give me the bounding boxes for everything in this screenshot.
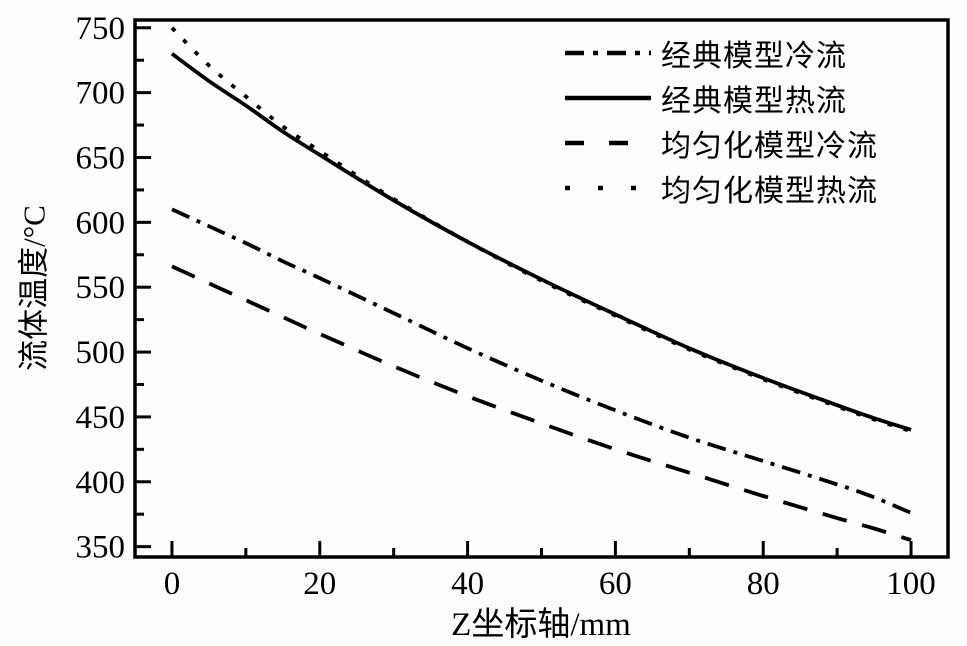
- legend-item: 经典模型冷流: [564, 30, 878, 75]
- legend-line-dashed-icon: [565, 140, 651, 145]
- legend-label: 均匀化模型冷流: [661, 129, 878, 163]
- legend-item: 均匀化模型冷流: [564, 120, 878, 165]
- y-tick-label: 550: [76, 270, 126, 306]
- plot-border: [133, 18, 950, 559]
- x-tick-label: 20: [303, 566, 336, 602]
- y-tick-label: 400: [76, 465, 126, 501]
- series-line-dotted: [170, 26, 912, 434]
- legend: 经典模型冷流 经典模型热流 均匀化模型冷流 均匀化模型热流: [564, 30, 878, 210]
- legend-item: 经典模型热流: [564, 75, 878, 120]
- series-line-dashed: [171, 264, 912, 542]
- x-tick-label: 100: [886, 566, 936, 602]
- x-tick-label: 60: [599, 566, 632, 602]
- x-tick-label: 80: [747, 566, 780, 602]
- y-tick-label: 750: [76, 11, 126, 47]
- x-tick-label: 40: [451, 566, 484, 602]
- legend-line-dashdot-icon: [565, 50, 651, 55]
- legend-line-dotted-icon: [565, 185, 651, 190]
- x-axis-label: Z坐标轴/mm: [451, 607, 631, 643]
- legend-label: 经典模型热流: [661, 84, 847, 118]
- legend-label: 均匀化模型热流: [661, 174, 878, 208]
- y-tick-label: 600: [76, 205, 126, 241]
- series-line-dashdot: [171, 207, 912, 515]
- legend-label: 经典模型冷流: [661, 39, 847, 73]
- y-tick-label: 350: [76, 530, 126, 566]
- y-tick-label: 500: [76, 335, 126, 371]
- y-tick-label: 700: [76, 76, 126, 112]
- y-axis-label: 流体温度/°C: [16, 205, 52, 371]
- y-tick-label: 450: [76, 400, 126, 436]
- legend-line-solid-icon: [565, 95, 651, 100]
- y-tick-label: 650: [76, 140, 126, 176]
- x-tick-label: 0: [164, 566, 181, 602]
- legend-item: 均匀化模型热流: [564, 165, 878, 210]
